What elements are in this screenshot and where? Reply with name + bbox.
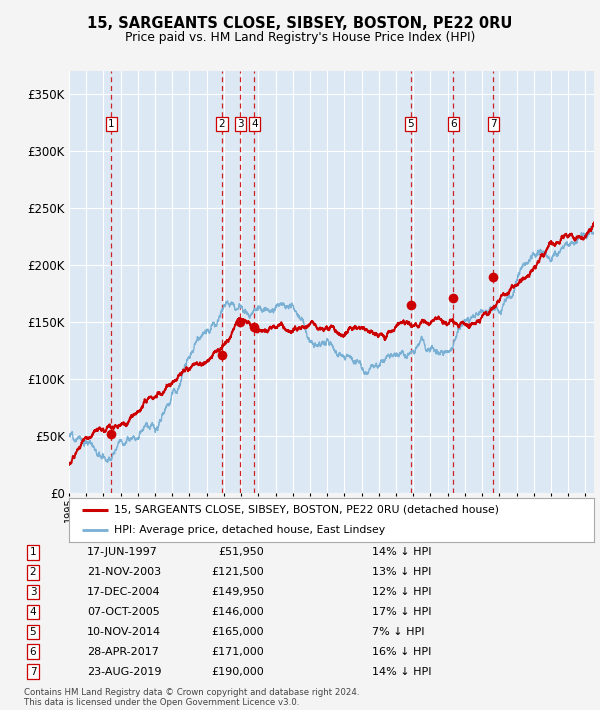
Text: 12% ↓ HPI: 12% ↓ HPI [372,587,431,597]
Text: £165,000: £165,000 [211,627,264,637]
Text: 13% ↓ HPI: 13% ↓ HPI [372,567,431,577]
Text: 5: 5 [407,119,414,129]
Text: HPI: Average price, detached house, East Lindsey: HPI: Average price, detached house, East… [113,525,385,535]
Text: 1: 1 [29,547,37,557]
Text: 2: 2 [29,567,37,577]
Text: 14% ↓ HPI: 14% ↓ HPI [372,547,431,557]
Text: 17-JUN-1997: 17-JUN-1997 [87,547,158,557]
Text: 7: 7 [490,119,496,129]
Text: £190,000: £190,000 [211,667,264,677]
Text: 6: 6 [450,119,457,129]
Text: 07-OCT-2005: 07-OCT-2005 [87,607,160,617]
Text: £149,950: £149,950 [211,587,264,597]
Text: 2: 2 [219,119,226,129]
Text: 15, SARGEANTS CLOSE, SIBSEY, BOSTON, PE22 0RU (detached house): 15, SARGEANTS CLOSE, SIBSEY, BOSTON, PE2… [113,505,499,515]
Text: 14% ↓ HPI: 14% ↓ HPI [372,667,431,677]
Text: 16% ↓ HPI: 16% ↓ HPI [372,647,431,657]
Text: £146,000: £146,000 [211,607,264,617]
Text: 10-NOV-2014: 10-NOV-2014 [87,627,161,637]
Text: 7% ↓ HPI: 7% ↓ HPI [372,627,425,637]
Text: 3: 3 [237,119,244,129]
Text: 21-NOV-2003: 21-NOV-2003 [87,567,161,577]
Text: This data is licensed under the Open Government Licence v3.0.: This data is licensed under the Open Gov… [24,698,299,707]
Text: 28-APR-2017: 28-APR-2017 [87,647,159,657]
Text: 4: 4 [251,119,257,129]
Text: 3: 3 [29,587,37,597]
Text: 4: 4 [29,607,37,617]
Text: Price paid vs. HM Land Registry's House Price Index (HPI): Price paid vs. HM Land Registry's House … [125,31,475,44]
Text: 15, SARGEANTS CLOSE, SIBSEY, BOSTON, PE22 0RU: 15, SARGEANTS CLOSE, SIBSEY, BOSTON, PE2… [88,16,512,31]
Text: 6: 6 [29,647,37,657]
Text: Contains HM Land Registry data © Crown copyright and database right 2024.: Contains HM Land Registry data © Crown c… [24,688,359,697]
Text: 5: 5 [29,627,37,637]
Text: £51,950: £51,950 [218,547,264,557]
Text: 7: 7 [29,667,37,677]
Text: 1: 1 [108,119,115,129]
Text: 17-DEC-2004: 17-DEC-2004 [87,587,161,597]
Text: £171,000: £171,000 [211,647,264,657]
Text: 23-AUG-2019: 23-AUG-2019 [87,667,161,677]
Text: £121,500: £121,500 [211,567,264,577]
Text: 17% ↓ HPI: 17% ↓ HPI [372,607,431,617]
